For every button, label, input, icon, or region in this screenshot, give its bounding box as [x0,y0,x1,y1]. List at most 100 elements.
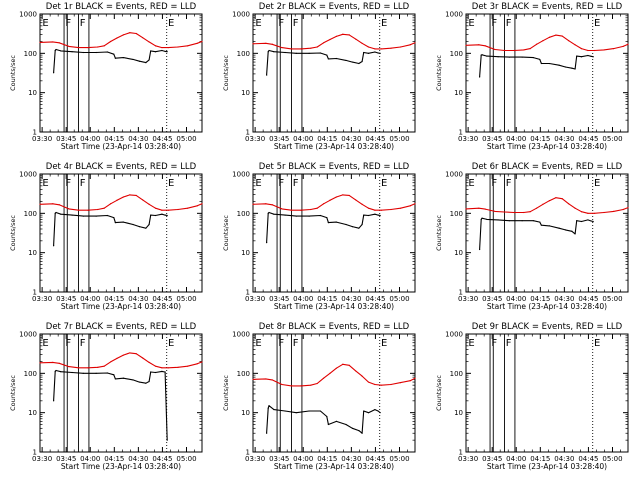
events-point [145,62,147,64]
x-tick-label: 04:15 [530,455,550,463]
x-axis-label: Start Time (23-Apr-14 03:28:40) [61,142,181,151]
events-point [363,51,365,54]
lld-point [109,40,112,43]
lld-point [335,196,338,198]
lld-point [300,209,302,211]
interval-label: E [255,18,261,29]
events-point [55,48,57,51]
y-tick-label: 1000 [445,11,463,19]
lld-point [380,48,382,50]
events-point [319,214,321,217]
x-tick-label: 04:15 [530,135,550,143]
lld-point [574,207,576,209]
lld-point [494,210,496,212]
lld-point [300,48,302,50]
interval-label: F [65,18,71,29]
interval-label: F [80,18,86,29]
x-tick-label: 04:15 [104,135,124,143]
events-point [574,68,576,70]
lld-point [161,209,163,211]
events-series-line [266,211,381,243]
x-tick-label: 04:15 [317,135,337,143]
y-tick-label: 1000 [19,331,37,339]
axes-frame [252,13,416,133]
x-tick-label: 04:15 [317,455,337,463]
x-tick-label: 05:00 [602,455,622,463]
events-point [106,372,108,374]
y-tick-label: 1 [459,449,463,457]
events-point [145,227,147,229]
lld-point [484,45,486,47]
events-point [308,52,310,54]
events-series-line [479,54,594,78]
lld-point [271,204,273,206]
events-point [154,51,157,53]
interval-label: E [42,338,48,349]
lld-series-line [252,194,416,211]
lld-point [513,211,515,214]
events-point [335,221,338,223]
x-tick-label: 03:30 [458,455,478,463]
interval-label: E [381,338,387,349]
events-point [95,372,97,374]
events-point [361,223,363,226]
lld-point [580,211,583,213]
interval-label: E [168,18,174,29]
x-tick-label: 05:00 [389,295,409,303]
events-series-line [479,217,594,250]
interval-label: E [168,338,174,349]
x-tick-label: 03:30 [245,295,265,303]
y-tick-label: 1000 [232,171,250,179]
events-point [122,377,125,379]
events-series-line [53,369,168,441]
events-point [266,432,268,434]
y-tick-label: 1 [33,289,37,297]
events-point [580,220,583,223]
panel-title: Det 1r BLACK = Events, RED = LLD [46,2,197,12]
lld-point [161,46,163,49]
events-point [548,62,551,65]
lld-point [390,47,392,49]
events-point [539,221,541,223]
x-tick-label: 03:30 [32,455,52,463]
panel-det-6r: Det 6r BLACK = Events, RED = LLD 1 10 100 10… [435,162,629,311]
lld-series-line [39,32,203,49]
x-axis-label: Start Time (23-Apr-14 03:28:40) [274,462,394,471]
y-tick-label: 100 [450,210,463,218]
y-tick-label: 1000 [19,171,37,179]
lld-point [555,197,557,199]
y-tick-label: 100 [237,370,250,378]
interval-label: E [594,178,600,189]
lld-point [627,206,629,209]
events-point [326,54,328,56]
lld-series-line [39,352,203,369]
lld-point [196,205,198,207]
events-point [113,374,115,376]
lld-point [154,365,157,367]
lld-point [142,199,144,201]
events-point [95,51,97,54]
interval-label: F [80,178,86,189]
lld-point [348,194,350,197]
events-point [145,382,147,384]
lld-point [271,43,273,45]
axes-frame [39,13,203,133]
lld-point [367,381,370,383]
events-point [60,371,62,373]
lld-point [580,47,583,50]
interval-label: F [278,338,284,349]
panel-det-3r: Det 3r BLACK = Events, RED = LLD 1 10 100 10… [435,2,629,151]
lld-point [329,372,331,374]
events-point [377,410,379,412]
events-point [122,221,125,223]
x-tick-label: 03:45 [56,135,76,143]
events-point [379,52,381,54]
events-point [268,405,270,407]
y-tick-label: 10 [28,89,37,97]
events-point [55,369,57,372]
interval-label: E [468,178,474,189]
y-axis-label: Counts/sec [435,215,443,251]
x-tick-label: 04:45 [365,455,385,463]
panel-title: Det 5r BLACK = Events, RED = LLD [259,162,410,172]
lld-point [390,208,392,211]
